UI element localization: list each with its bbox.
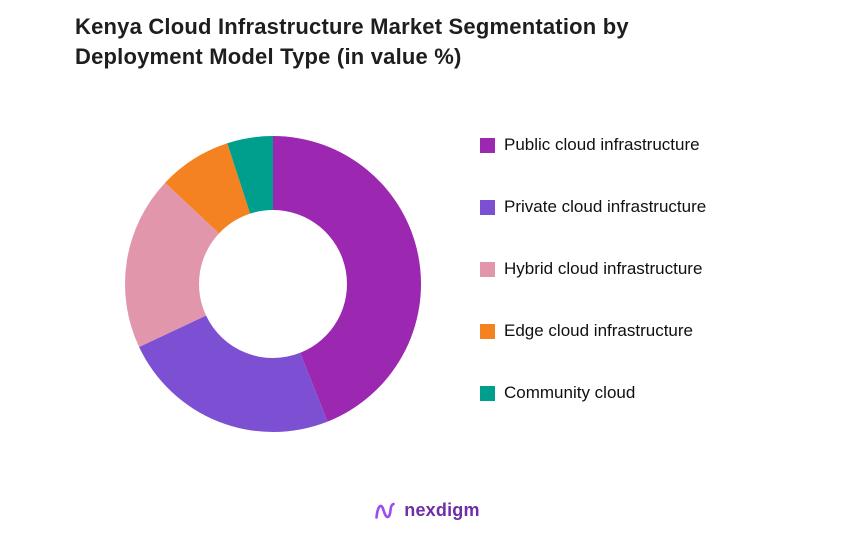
legend-item: Hybrid cloud infrastructure xyxy=(480,257,706,281)
donut-slice-4 xyxy=(165,143,251,234)
legend-label: Private cloud infrastructure xyxy=(504,197,707,216)
chart-title: Kenya Cloud Infrastructure Market Segmen… xyxy=(75,14,629,69)
legend: Public cloud infrastructure Private clou… xyxy=(480,133,706,443)
brand-footer: nexdigm xyxy=(0,498,853,522)
nexdigm-logo-icon xyxy=(375,502,396,519)
donut-chart-area xyxy=(122,133,424,435)
legend-swatch-icon xyxy=(480,385,495,401)
donut-chart xyxy=(125,136,422,433)
legend-label: Edge cloud infrastructure xyxy=(504,321,693,340)
donut-slice-2 xyxy=(139,315,328,433)
donut-slice-1 xyxy=(273,136,422,422)
legend-swatch-icon xyxy=(480,323,495,339)
donut-slice-5 xyxy=(227,136,273,214)
legend-swatch-icon xyxy=(480,199,495,215)
legend-label: Public cloud infrastructure xyxy=(504,135,700,154)
legend-label: Hybrid cloud infrastructure xyxy=(504,259,703,278)
legend-item: Private cloud infrastructure xyxy=(480,195,706,219)
brand-wordmark: nexdigm xyxy=(404,499,480,520)
legend-swatch-icon xyxy=(480,261,495,277)
legend-item: Community cloud xyxy=(480,381,706,405)
legend-item: Public cloud infrastructure xyxy=(480,133,706,157)
legend-label: Community cloud xyxy=(504,383,636,402)
donut-slice-3 xyxy=(125,182,220,348)
legend-swatch-icon xyxy=(480,137,495,153)
legend-item: Edge cloud infrastructure xyxy=(480,319,706,343)
